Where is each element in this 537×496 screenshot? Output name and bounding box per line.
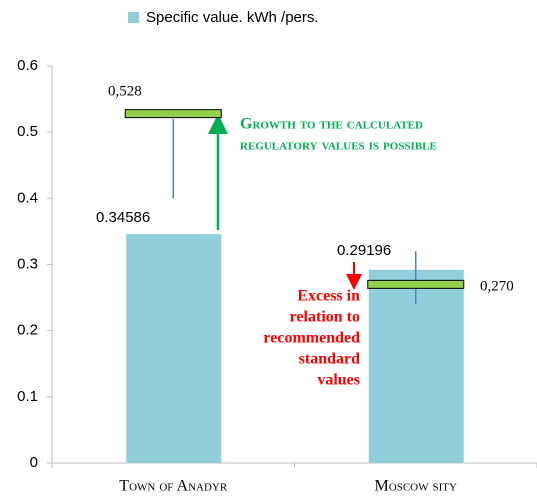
excess-annotation: values — [317, 372, 360, 389]
growth-annotation: regulatory values is possible — [240, 137, 437, 154]
excess-annotation: recommended — [263, 330, 360, 347]
excess-annotation: relation to — [290, 309, 360, 326]
legend-swatch — [128, 12, 139, 23]
y-tick-label: 0.6 — [17, 57, 38, 74]
reference-label: 0,528 — [108, 83, 142, 99]
y-tick-label: 0 — [30, 454, 38, 471]
y-tick-label: 0.2 — [17, 322, 38, 339]
excess-annotation: standard — [299, 351, 360, 368]
excess-annotation: Excess in — [297, 288, 360, 305]
x-tick-label: Moscow sity — [375, 478, 457, 495]
bar — [126, 234, 222, 463]
reference-label: 0,270 — [480, 278, 514, 294]
reference-marker — [367, 279, 465, 289]
x-tick-label: Town of Anadyr — [119, 478, 228, 495]
y-tick-label: 0.1 — [17, 388, 38, 405]
value-label: 0.29196 — [337, 242, 391, 259]
y-tick-label: 0.3 — [17, 255, 38, 272]
value-label: 0.34586 — [96, 209, 150, 226]
growth-annotation: Growth to the calculated — [240, 116, 423, 133]
y-tick-label: 0.5 — [17, 123, 38, 140]
y-tick-label: 0.4 — [17, 189, 38, 206]
reference-marker — [124, 109, 222, 119]
legend-label: Specific value. kWh /pers. — [146, 9, 319, 26]
